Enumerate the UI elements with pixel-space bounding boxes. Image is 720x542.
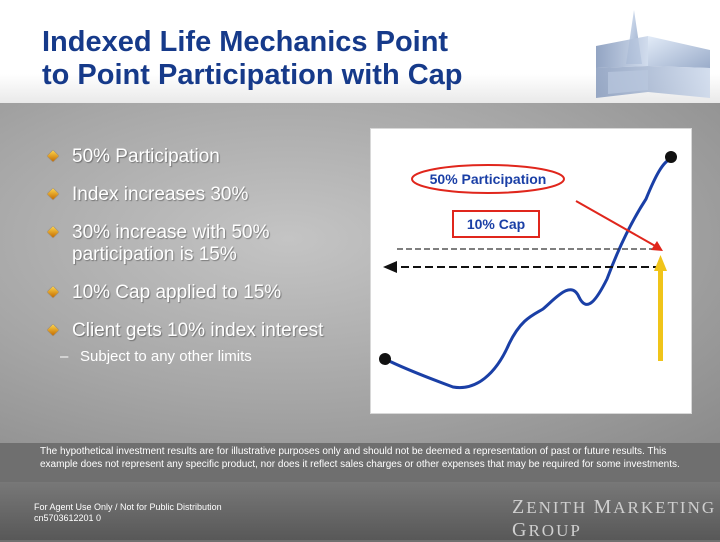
bullet-text: 50% Participation: [72, 146, 220, 167]
bullet-text: Index increases 30%: [72, 184, 249, 205]
diamond-bullet-icon: [47, 324, 59, 336]
start-point-dot: [379, 353, 391, 365]
sub-bullet: – Subject to any other limits: [46, 348, 376, 366]
index-curve: [384, 157, 672, 390]
illustration-chart: 50% Participation 10% Cap: [370, 128, 692, 414]
bullet-item: 10% Cap applied to 15%: [46, 282, 376, 304]
participation-arrow: [575, 200, 658, 248]
brand-wordmark: ZENITH MARKETING GROUP: [512, 496, 717, 541]
footer-line-2: cn5703612201 0: [34, 513, 102, 523]
disclaimer-text: The hypothetical investment results are …: [40, 446, 680, 470]
end-point-dot: [665, 151, 677, 163]
bullet-text: 10% Cap applied to 15%: [72, 282, 282, 303]
dash-marker: –: [60, 348, 69, 365]
bullet-item: 30% increase with 50% participation is 1…: [46, 222, 376, 266]
arrow-icon: [651, 241, 663, 251]
participation-label: 50% Participation: [430, 171, 547, 187]
arrow-icon: [383, 261, 397, 273]
bullet-item: Index increases 30%: [46, 184, 376, 206]
bullet-item: Client gets 10% index interest: [46, 320, 376, 342]
cap-label: 10% Cap: [467, 216, 525, 232]
title-line-2: to Point Participation with Cap: [42, 59, 463, 91]
footer-bar: [0, 482, 720, 540]
diamond-bullet-icon: [47, 150, 59, 162]
bullet-item: 50% Participation: [46, 146, 376, 168]
participation-highlight: [411, 164, 565, 194]
cap-bar: [658, 271, 663, 361]
zenith-logo-icon: [596, 10, 710, 98]
arrow-icon: [654, 255, 667, 271]
diamond-bullet-icon: [47, 188, 59, 200]
bullet-text: Client gets 10% index interest: [72, 320, 324, 341]
sub-bullet-text: Subject to any other limits: [80, 348, 252, 365]
bullet-text: 30% increase with 50% participation is 1…: [72, 222, 270, 265]
footer-note: For Agent Use Only / Not for Public Dist…: [34, 502, 222, 524]
diamond-bullet-icon: [47, 226, 59, 238]
slide-title: Indexed Life Mechanics Point to Point Pa…: [42, 26, 602, 92]
footer-line-1: For Agent Use Only / Not for Public Dist…: [34, 502, 222, 512]
title-line-1: Indexed Life Mechanics Point: [42, 26, 449, 58]
cap-label-box: [452, 210, 540, 238]
diamond-bullet-icon: [47, 286, 59, 298]
bullet-list: 50% Participation Index increases 30% 30…: [46, 146, 376, 366]
